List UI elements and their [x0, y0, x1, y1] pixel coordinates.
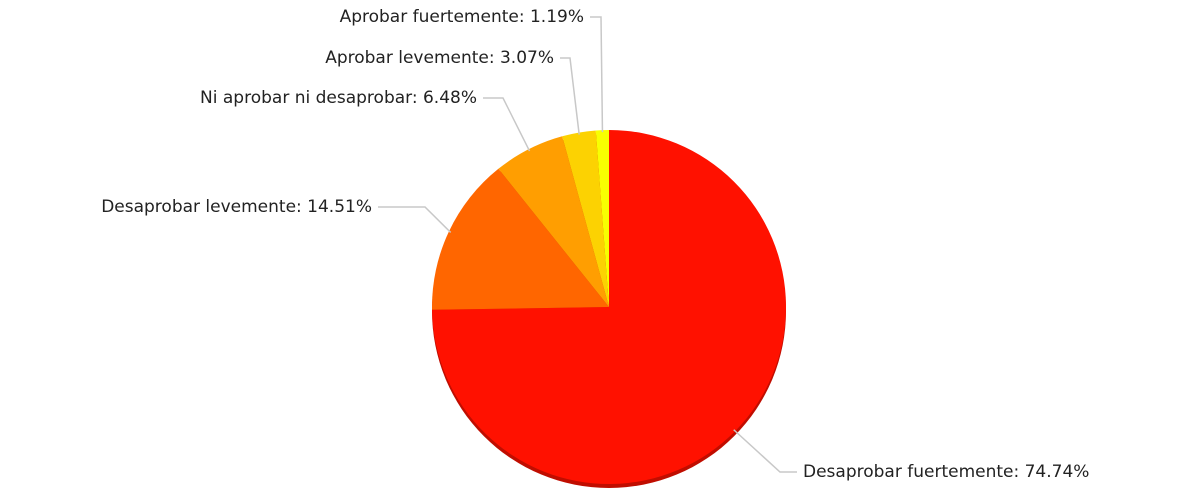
pie-slice: [595, 130, 609, 307]
pie-slice: [498, 136, 609, 307]
slice-label: Desaprobar levemente: 14.51%: [101, 197, 372, 217]
leader-line: [560, 57, 580, 135]
leader-line: [590, 16, 604, 133]
slice-label: Aprobar fuertemente: 1.19%: [340, 7, 584, 27]
pie-slice: [562, 130, 609, 307]
slice-label: Desaprobar fuertemente: 74.74%: [803, 462, 1089, 482]
slice-label: Aprobar levemente: 3.07%: [325, 48, 554, 68]
slice-label: Ni aprobar ni desaprobar: 6.48%: [200, 88, 477, 108]
leader-line: [733, 429, 797, 473]
pie-slice: [432, 168, 609, 310]
leader-line: [483, 97, 531, 152]
pie-slice: [432, 130, 786, 485]
leader-line: [378, 206, 452, 233]
